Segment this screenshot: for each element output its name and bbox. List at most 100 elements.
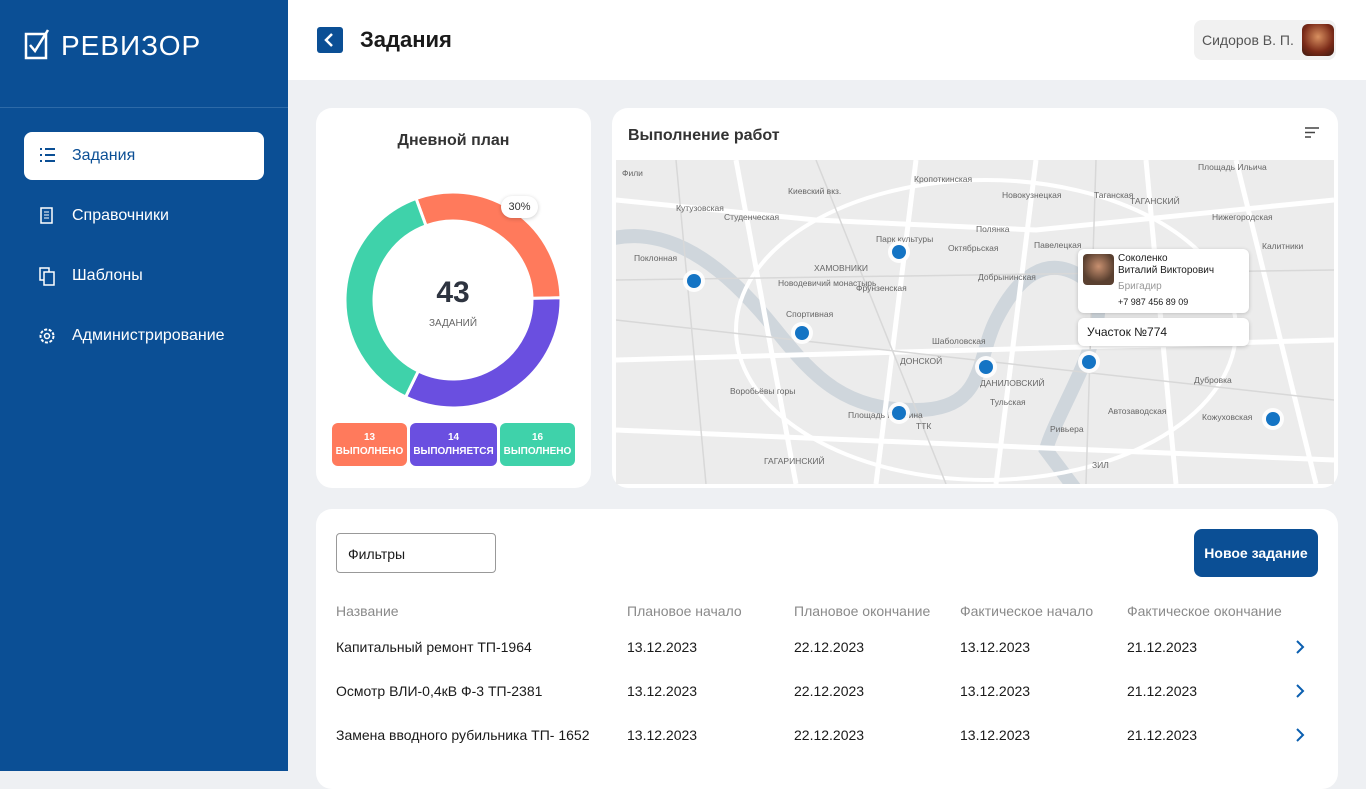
map-label: ГАГАРИНСКИЙ xyxy=(764,455,825,466)
nav-item[interactable]: Администрирование xyxy=(24,312,264,360)
table-cell: 13.12.2023 xyxy=(627,727,698,743)
map-label: Шаболовская xyxy=(932,336,986,346)
nav-label: Шаблоны xyxy=(72,267,143,284)
map-label: Новодевичий монастырь xyxy=(778,278,877,288)
filter-input[interactable]: Фильтры xyxy=(336,533,496,573)
table-cell: 13.12.2023 xyxy=(960,727,1031,743)
table-cell: 13.12.2023 xyxy=(627,639,698,655)
nav-label: Задания xyxy=(72,147,136,164)
popup-avatar xyxy=(1083,254,1114,285)
map-label: Ривьера xyxy=(1050,424,1084,434)
nav-item[interactable]: Справочники xyxy=(24,192,264,240)
legend-label: ВЫПОЛНЯЕТСЯ xyxy=(413,446,494,457)
nav-item[interactable]: Задания xyxy=(24,132,264,180)
donut-segment xyxy=(343,196,428,400)
row-chevron[interactable] xyxy=(1294,683,1306,699)
popup-name: Соколенко xyxy=(1118,253,1168,264)
nav-label: Справочники xyxy=(72,207,169,224)
table-cell: 21.12.2023 xyxy=(1127,683,1198,699)
map-label: Воробьёвы горы xyxy=(730,386,795,396)
user-chip[interactable]: Сидоров В. П. xyxy=(1194,20,1336,60)
map-label: Таганская xyxy=(1094,190,1134,200)
legend-item: 16 ВЫПОЛНЕНО xyxy=(500,423,575,466)
card-title: Дневной план xyxy=(397,132,510,149)
table-cell: 13.12.2023 xyxy=(960,639,1031,655)
table-cell: 22.12.2023 xyxy=(794,639,865,655)
map-label: Кропоткинская xyxy=(914,174,972,184)
map-label: ХАМОВНИКИ xyxy=(814,263,868,273)
map-pin[interactable] xyxy=(1266,412,1280,426)
callout: 30% xyxy=(501,196,538,218)
back-button[interactable] xyxy=(317,27,343,53)
map-label: Нижегородская xyxy=(1212,212,1273,222)
table-cell: 22.12.2023 xyxy=(794,683,865,699)
map-label: Полянка xyxy=(976,224,1010,234)
map-label: Октябрьская xyxy=(948,243,999,253)
table-cell: Замена вводного рубильника ТП- 1652 xyxy=(336,727,590,743)
new-task-button[interactable]: Новое задание xyxy=(1194,529,1318,577)
popup-section: Участок №774 xyxy=(1078,318,1249,346)
map-pin[interactable] xyxy=(979,360,993,374)
icon xyxy=(39,267,55,286)
map-label: Автозаводская xyxy=(1108,406,1167,416)
sidebar: РЕВИЗОР Задания Справочники Шаблоны Адми… xyxy=(0,0,288,771)
map-pin[interactable] xyxy=(1082,355,1096,369)
map-label: Фили xyxy=(622,168,643,178)
table-cell: 21.12.2023 xyxy=(1127,639,1198,655)
map-label: Павелецкая xyxy=(1034,240,1082,250)
icon xyxy=(40,207,53,224)
map-label: ТАГАНСКИЙ xyxy=(1130,195,1180,206)
logo: РЕВИЗОР xyxy=(61,30,202,61)
column-header: Плановое окончание xyxy=(794,603,931,619)
map-label: Кожуховская xyxy=(1202,412,1253,422)
nav-item[interactable]: Шаблоны xyxy=(24,252,264,300)
map-label: ТТК xyxy=(916,421,931,431)
legend-label: ВЫПОЛНЕНО xyxy=(503,446,572,457)
donut-segment xyxy=(403,296,563,410)
map-popup: Соколенко Виталий Викторович Бригадир +7 98… xyxy=(1078,249,1249,313)
map-label: ЗИЛ xyxy=(1092,460,1109,470)
logo-icon xyxy=(24,29,50,60)
total: 43 xyxy=(436,276,469,309)
map-label: Фрунзенская xyxy=(856,283,907,293)
row-chevron[interactable] xyxy=(1294,639,1306,655)
table-cell: 22.12.2023 xyxy=(794,727,865,743)
table-cell: Осмотр ВЛИ-0,4кВ Ф-3 ТП-2381 xyxy=(336,683,543,699)
map-label: Площадь Гагарина xyxy=(848,410,923,420)
filter-icon[interactable] xyxy=(1305,127,1319,139)
map-pin[interactable] xyxy=(795,326,809,340)
column-header: Плановое начало xyxy=(627,603,742,619)
legend-value: 16 xyxy=(531,432,544,443)
row-chevron[interactable] xyxy=(1294,727,1306,743)
map-label: Парк культуры xyxy=(876,234,933,244)
card-title: Выполнение работ xyxy=(628,127,780,144)
map-pin[interactable] xyxy=(892,406,906,420)
divider xyxy=(0,107,288,108)
column-header: Фактическое начало xyxy=(960,603,1094,619)
legend-value: 14 xyxy=(447,432,460,443)
map-label: ДАНИЛОВСКИЙ xyxy=(980,377,1045,388)
icon xyxy=(40,148,55,162)
map-pin[interactable] xyxy=(687,274,701,288)
table-cell: 13.12.2023 xyxy=(960,683,1031,699)
avatar xyxy=(1302,24,1334,56)
legend-value: 13 xyxy=(363,432,376,443)
user-name: Сидоров В. П. xyxy=(1202,32,1294,48)
map-label: ДОНСКОЙ xyxy=(900,355,942,366)
map-label: Студенческая xyxy=(724,212,780,222)
table-cell: 13.12.2023 xyxy=(627,683,698,699)
tasks-card: Фильтры Новое задание xyxy=(316,509,1338,789)
column-header: Фактическое окончание xyxy=(1127,603,1282,619)
map-label: Кутузовская xyxy=(676,203,724,213)
popup-name: Виталий Викторович xyxy=(1118,265,1215,276)
map-label: Калитники xyxy=(1262,241,1303,251)
donut-chart: 43 ЗАДАНИЙ xyxy=(343,190,563,410)
map-label: Дубровка xyxy=(1194,375,1232,385)
legend-label: ВЫПОЛНЕНО xyxy=(335,446,404,457)
map-label: Новокузнецкая xyxy=(1002,190,1062,200)
table-cell: Капитальный ремонт ТП-1964 xyxy=(336,639,532,655)
map-label: Поклонная xyxy=(634,253,678,263)
popup-role: Бригадир xyxy=(1118,281,1162,292)
map-pin[interactable] xyxy=(892,245,906,259)
